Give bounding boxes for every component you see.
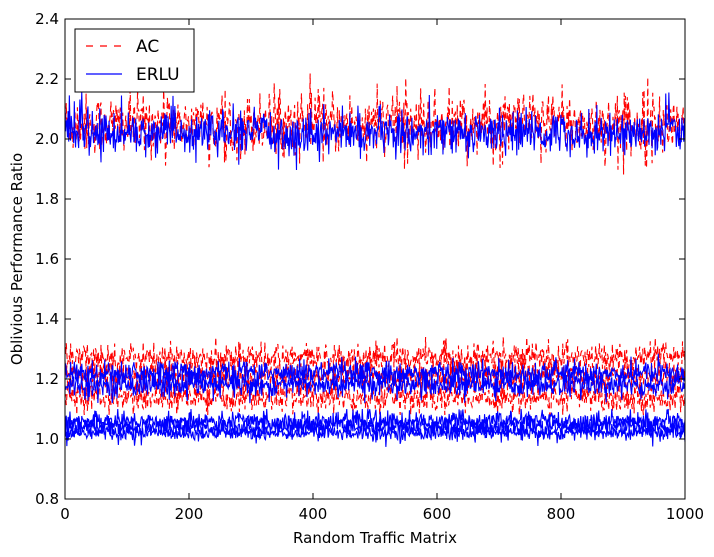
y-tick-label: 0.8 <box>35 490 59 508</box>
y-tick-label: 1.0 <box>35 430 59 448</box>
ticks-layer: 0 200 400 600 800 1000 0.8 1.0 1.2 1.4 1.6 1.8 2.0 2.… <box>35 10 704 523</box>
y-axis-label: Oblivious Performance Ratio <box>8 153 26 365</box>
x-tick-label: 600 <box>423 505 452 523</box>
y-tick-label: 1.4 <box>35 310 59 328</box>
series-erlu-line-5 <box>64 419 686 447</box>
y-tick-label: 1.6 <box>35 250 59 268</box>
x-axis-label: Random Traffic Matrix <box>293 529 457 547</box>
series-erlu-line-2 <box>64 363 686 404</box>
y-tick-label: 2.2 <box>35 70 59 88</box>
series-erlu-line-0 <box>64 91 686 170</box>
x-tick-label: 0 <box>60 505 70 523</box>
legend: AC ERLU <box>74 28 195 93</box>
series-ac-line-1 <box>64 336 686 380</box>
y-tick-label: 1.8 <box>35 190 59 208</box>
x-tick-label: 200 <box>175 505 204 523</box>
y-tick-label: 2.0 <box>35 130 59 148</box>
legend-box <box>74 28 195 93</box>
y-tick-label: 1.2 <box>35 370 59 388</box>
legend-label-erlu: ERLU <box>136 65 180 85</box>
y-tick-label: 2.4 <box>35 10 59 28</box>
x-tick-label: 400 <box>299 505 328 523</box>
series-erlu-line-1 <box>64 353 686 392</box>
series-layer <box>64 73 686 447</box>
x-tick-label: 1000 <box>666 505 704 523</box>
legend-label-ac: AC <box>136 37 159 57</box>
x-tick-label: 800 <box>547 505 576 523</box>
